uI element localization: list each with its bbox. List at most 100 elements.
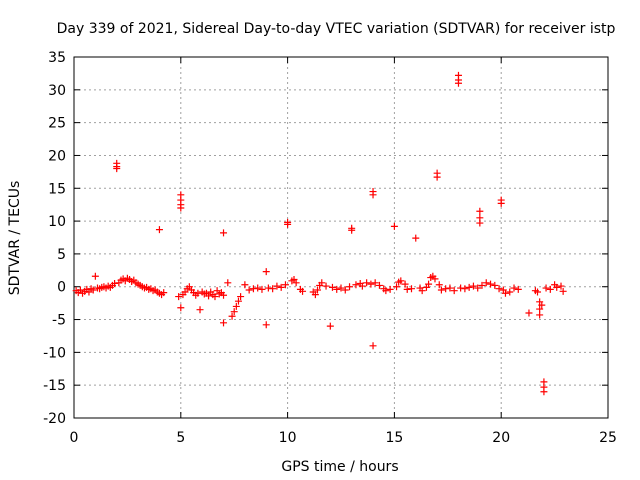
data-point [474, 284, 482, 292]
data-point [273, 282, 281, 290]
data-point [318, 279, 326, 287]
data-point [311, 291, 319, 299]
data-point [363, 279, 371, 287]
y-tick-label: 25 [48, 116, 66, 132]
data-point [469, 282, 477, 290]
data-point [514, 285, 522, 293]
data-point [194, 289, 202, 297]
data-point [205, 292, 213, 300]
data-point [557, 282, 565, 290]
data-point [495, 285, 503, 293]
data-point [224, 279, 232, 287]
y-tick-label: 20 [48, 148, 66, 164]
data-point [501, 289, 509, 297]
data-point [333, 285, 341, 293]
data-point [230, 308, 238, 316]
y-tick-label: 10 [48, 214, 66, 230]
data-point [281, 281, 289, 289]
data-point [390, 222, 398, 230]
data-point [435, 281, 443, 289]
data-point [412, 234, 420, 242]
x-tick-label: 0 [70, 430, 79, 446]
data-point [211, 293, 219, 301]
axis-ticks: -20 -15 -10 -5 0 5 10 15 20 25 30 35 0 5 10 15 20 25 [43, 50, 617, 446]
x-tick-label: 20 [492, 430, 510, 446]
data-point [450, 287, 458, 295]
data-point [91, 272, 99, 280]
data-point [177, 304, 185, 312]
y-tick-label: -5 [52, 313, 66, 329]
data-point [175, 293, 183, 301]
data-point [348, 226, 356, 234]
data-point [386, 285, 394, 293]
data-point [546, 285, 554, 293]
data-point [155, 226, 163, 234]
data-point [457, 284, 465, 292]
y-tick-label: 30 [48, 83, 66, 99]
data-point [264, 284, 272, 292]
data-point [367, 280, 375, 288]
data-point [465, 283, 473, 291]
data-point [292, 279, 300, 287]
data-point [476, 207, 484, 215]
y-tick-label: 15 [48, 181, 66, 197]
data-point [497, 199, 505, 207]
data-point [196, 306, 204, 314]
y-axis-label: SDTVAR / TECUs [7, 181, 23, 296]
data-point [491, 281, 499, 289]
data-point [358, 282, 366, 290]
data-point [262, 321, 270, 329]
data-point [401, 280, 409, 288]
data-point [346, 283, 354, 291]
data-point [534, 288, 542, 296]
data-point [249, 285, 257, 293]
data-point [245, 286, 253, 294]
data-point [487, 280, 495, 288]
data-point [461, 285, 469, 293]
data-point [269, 285, 277, 293]
chart-title: Day 339 of 2021, Sidereal Day-to-day VTE… [57, 21, 616, 37]
plot-border [73, 56, 609, 419]
data-point [111, 279, 119, 287]
data-point [237, 293, 245, 301]
data-point [160, 289, 168, 297]
data-point [382, 287, 390, 295]
data-point [478, 281, 486, 289]
data-point [228, 312, 236, 320]
data-point [418, 287, 426, 295]
grid-layer [74, 57, 608, 418]
data-point [254, 284, 262, 292]
y-tick-label: 35 [48, 50, 66, 66]
data-point [369, 342, 377, 350]
data-point [425, 280, 433, 288]
y-tick-label: 0 [57, 280, 66, 296]
x-tick-label: 25 [599, 430, 617, 446]
data-point [177, 204, 185, 212]
data-points [72, 71, 567, 396]
data-point [220, 229, 228, 237]
data-point [262, 268, 270, 276]
data-point [369, 191, 377, 199]
data-point [258, 285, 266, 293]
y-tick-label: -15 [43, 378, 66, 394]
data-point [277, 283, 285, 291]
data-point [442, 285, 450, 293]
data-point [510, 284, 518, 292]
x-tick-label: 10 [279, 430, 297, 446]
data-point [113, 165, 121, 173]
y-tick-label: -10 [43, 345, 66, 361]
data-point [89, 286, 97, 294]
data-point [525, 309, 533, 317]
y-tick-label: -20 [43, 411, 66, 427]
data-point [314, 286, 322, 294]
data-point [299, 287, 307, 295]
data-point [284, 220, 292, 228]
y-tick-label: 5 [57, 247, 66, 263]
data-point [393, 283, 401, 291]
data-point [559, 287, 567, 295]
data-point [241, 281, 249, 289]
data-point [220, 291, 228, 299]
data-point [506, 288, 514, 296]
data-point [542, 284, 550, 292]
